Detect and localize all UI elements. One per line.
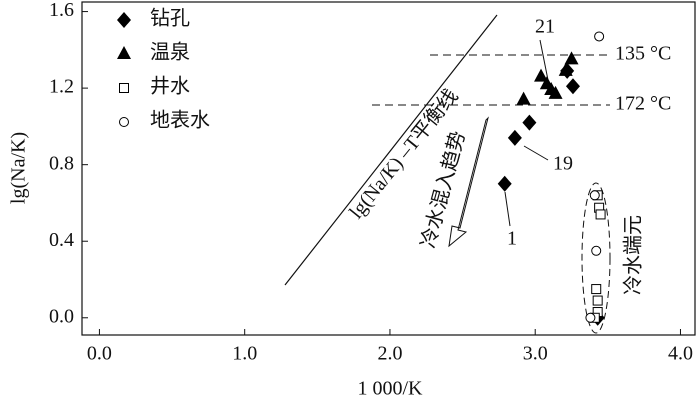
- data-point: [558, 62, 573, 76]
- data-point: [589, 190, 600, 201]
- annotation: 1: [507, 228, 517, 250]
- y-tick-label: 1.6: [49, 0, 74, 21]
- dashed-ellipse: [581, 182, 611, 334]
- annotation: 21: [535, 16, 555, 38]
- trend-arrow: [448, 116, 489, 248]
- data-point: [591, 284, 602, 295]
- data-point: [592, 295, 603, 306]
- data-point: [522, 114, 537, 131]
- leader-line: [539, 39, 549, 81]
- data-point: [534, 68, 549, 82]
- data-point: [507, 129, 522, 146]
- legend-label: 温泉: [150, 41, 190, 64]
- x-axis-title: 1 000/K: [358, 378, 424, 400]
- equilibrium-line: [284, 14, 498, 286]
- legend-marker: [119, 117, 129, 127]
- legend-label: 地表水: [150, 109, 210, 132]
- legend-label: 井水: [150, 75, 190, 98]
- annotation: 172 °C: [615, 93, 671, 115]
- y-tick-label: 0.4: [49, 229, 74, 251]
- legend-marker: [117, 46, 131, 59]
- y-axis-title: lg(Na/K): [8, 132, 30, 204]
- data-point: [516, 91, 531, 105]
- y-tick-label: 0.8: [49, 152, 74, 174]
- data-point: [591, 245, 602, 256]
- annotation: 冷水端元: [622, 215, 645, 295]
- data-point: [585, 312, 596, 323]
- data-point: [564, 51, 579, 65]
- data-point: [565, 78, 580, 95]
- x-tick-label: 3.0: [523, 343, 548, 365]
- leader-line: [523, 145, 549, 161]
- legend-marker: [119, 83, 129, 93]
- x-tick-label: 2.0: [377, 343, 402, 365]
- annotation: 19: [553, 153, 573, 175]
- data-point: [548, 85, 563, 99]
- data-point: [594, 31, 605, 42]
- y-tick-label: 0.0: [49, 305, 74, 327]
- x-tick-label: 0.0: [87, 343, 112, 365]
- data-point: [595, 209, 606, 220]
- leader-line: [504, 191, 511, 227]
- legend-marker: [117, 12, 131, 28]
- x-tick-label: 1.0: [232, 343, 257, 365]
- y-tick-label: 1.2: [49, 76, 74, 98]
- x-tick-label: 4.0: [668, 343, 693, 365]
- legend-label: 钻孔: [150, 7, 190, 30]
- annotation: 135 °C: [615, 43, 671, 65]
- data-point: [497, 175, 512, 192]
- plot-frame: [81, 1, 696, 336]
